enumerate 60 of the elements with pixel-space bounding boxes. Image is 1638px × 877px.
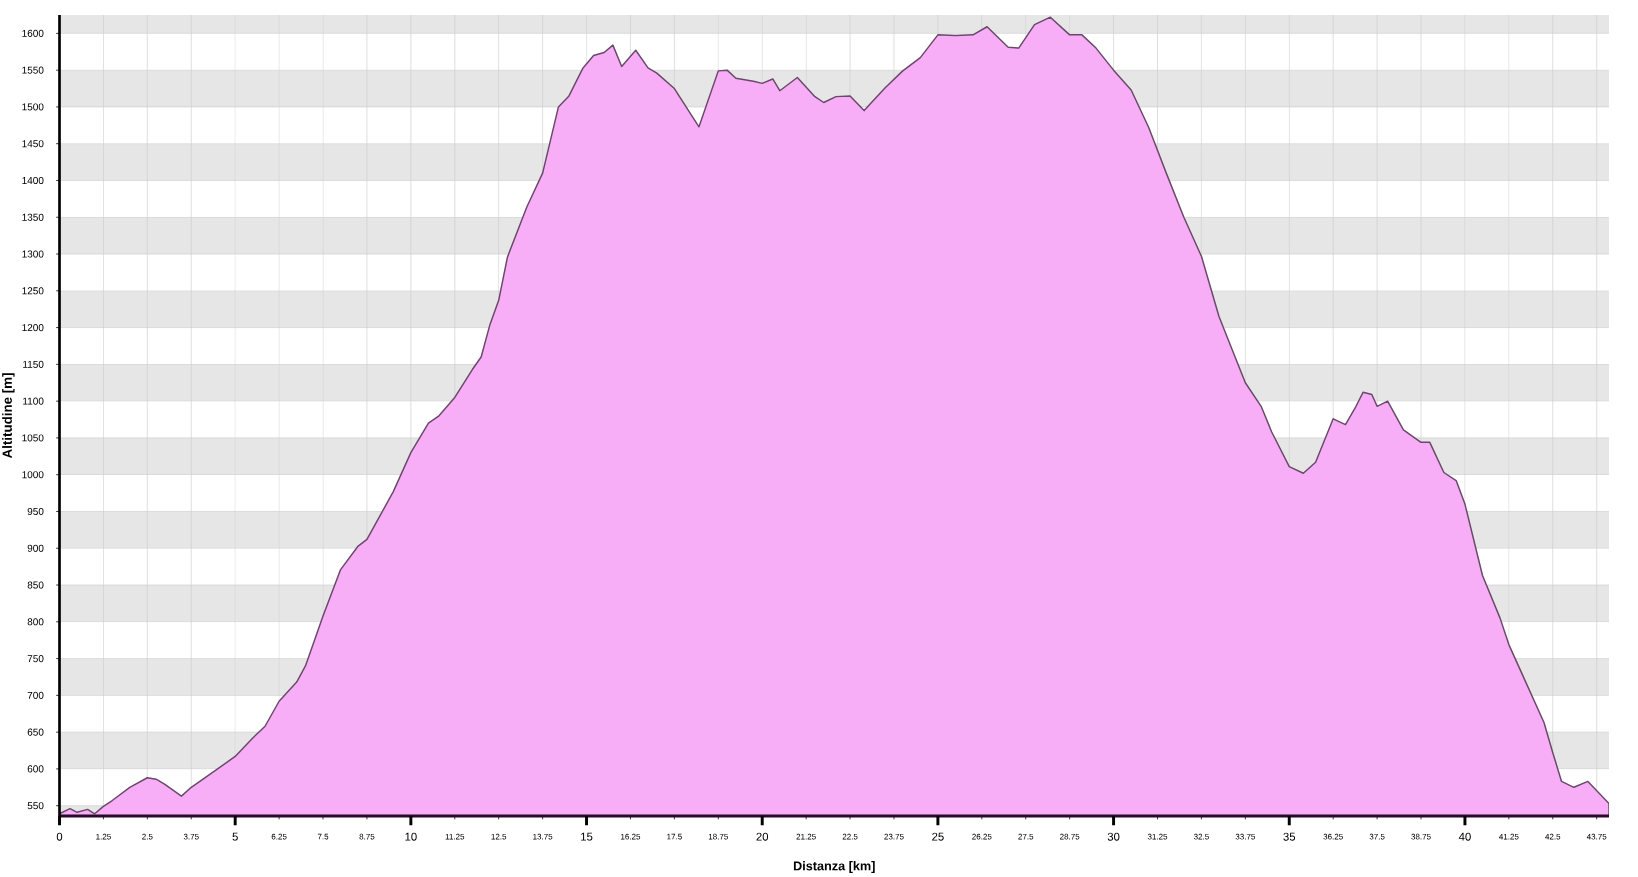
x-tick-label: 3.75 [183, 833, 199, 840]
y-tick-label: 1050 [22, 434, 44, 442]
y-tick-label: 1200 [22, 324, 44, 332]
x-tick-label: 12.5 [491, 833, 507, 840]
x-tick-label: 27.5 [1018, 833, 1034, 840]
y-tick-label: 650 [27, 728, 44, 736]
y-tick-label: 950 [27, 507, 44, 516]
y-tick-label: 600 [27, 765, 44, 773]
x-tick-label: 13.75 [533, 833, 553, 840]
y-axis-title: Altitudine [m] [2, 373, 15, 459]
x-tick-label: 30 [1107, 832, 1120, 841]
x-tick-label: 6.25 [271, 833, 287, 840]
x-tick-label: 22.5 [842, 833, 858, 840]
x-tick-label: 17.5 [667, 833, 682, 840]
x-axis-title: Distanza [km] [793, 861, 875, 873]
y-tick-label: 1250 [22, 287, 44, 295]
x-tick-label: 35 [1283, 832, 1296, 841]
x-tick-label: 25 [932, 832, 944, 841]
y-tick-label: 1100 [23, 397, 44, 405]
x-tick-label: 1.25 [96, 833, 111, 840]
y-tick-label: 1550 [22, 66, 44, 74]
x-tick-label: 33.75 [1235, 833, 1256, 840]
x-tick-label: 37.5 [1369, 833, 1385, 840]
y-tick-label: 750 [27, 655, 44, 663]
x-tick-label: 18.75 [708, 833, 728, 840]
x-tick-label: 10 [405, 832, 417, 841]
x-tick-label: 16.25 [621, 833, 641, 840]
y-tick-label: 1450 [22, 140, 44, 148]
x-tick-label: 20 [756, 832, 769, 841]
y-tick-label: 1400 [22, 176, 44, 185]
x-tick-label: 21.25 [796, 833, 816, 840]
x-tick-label: 23.75 [884, 833, 904, 840]
y-tick-label: 850 [27, 581, 44, 589]
x-tick-label: 42.5 [1545, 833, 1561, 840]
y-tick-label: 800 [27, 618, 44, 626]
y-tick-label: 1600 [22, 29, 44, 37]
x-tick-label: 5 [232, 832, 238, 841]
x-tick-label: 43.75 [1586, 833, 1607, 840]
y-tick-label: 900 [27, 544, 44, 552]
y-tick-label: 1300 [22, 250, 44, 258]
x-tick-label: 11.25 [445, 833, 465, 840]
y-tick-label: 1350 [22, 213, 44, 221]
y-tick-label: 550 [27, 802, 44, 810]
y-tick-label: 1150 [23, 360, 44, 368]
x-tick-label: 36.25 [1323, 833, 1343, 840]
y-tick-label: 1000 [22, 471, 44, 479]
x-tick-label: 38.75 [1411, 833, 1431, 840]
x-tick-label: 7.5 [317, 833, 329, 840]
x-tick-label: 2.5 [142, 833, 153, 840]
x-tick-label: 31.25 [1147, 833, 1168, 840]
x-tick-label: 0 [56, 832, 63, 841]
x-tick-label: 26.25 [972, 833, 992, 840]
y-tick-label: 700 [27, 691, 44, 699]
x-tick-label: 15 [581, 832, 593, 841]
x-tick-label: 28.75 [1060, 833, 1080, 840]
x-tick-label: 8.75 [359, 833, 375, 840]
x-tick-label: 41.25 [1499, 833, 1519, 840]
x-tick-label: 40 [1458, 832, 1471, 841]
x-tick-label: 32.5 [1193, 833, 1209, 840]
y-tick-label: 1500 [22, 103, 44, 111]
